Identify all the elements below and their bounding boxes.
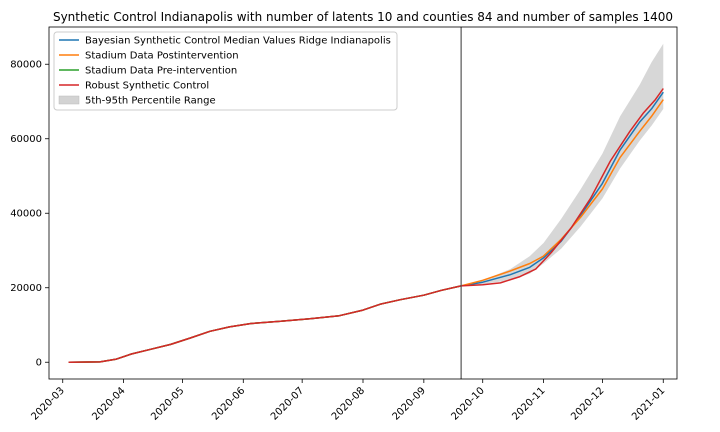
y-tick-label: 60000 [10, 134, 42, 145]
percentile-band [461, 43, 664, 286]
x-tick-label: 2020-07 [269, 385, 306, 422]
x-axis: 2020-03 2020-04 2020-05 2020-06 2020-07 2020-… [30, 379, 667, 423]
legend-label: Bayesian Synthetic Control Median Values… [85, 36, 391, 47]
series-line-stadium-data-pre-intervention [68, 285, 462, 363]
legend-item-stadium-data-postintervention: Stadium Data Postintervention [59, 51, 239, 62]
y-tick-label: 80000 [10, 60, 42, 71]
x-tick-label: 2020-11 [510, 385, 547, 422]
legend-label: Stadium Data Pre-intervention [85, 66, 237, 77]
y-tick-label: 0 [36, 358, 42, 369]
chart-title: Synthetic Control Indianapolis with numb… [53, 10, 673, 24]
legend-label: 5th-95th Percentile Range [85, 96, 216, 107]
legend: Bayesian Synthetic Control Median Values… [53, 31, 398, 111]
x-tick-label: 2020-09 [391, 385, 428, 422]
x-tick-label: 2021-01 [630, 385, 667, 422]
legend-item-robust-synthetic-control: Robust Synthetic Control [59, 81, 209, 92]
x-tick-label: 2020-06 [210, 385, 247, 422]
x-tick-label: 2020-12 [569, 385, 606, 422]
percentile-band-layer [461, 43, 664, 286]
x-tick-label: 2020-04 [90, 385, 127, 422]
x-tick-label: 2020-10 [450, 385, 487, 422]
series-lines-layer [68, 88, 664, 363]
y-tick-label: 20000 [10, 283, 42, 294]
legend-label: Stadium Data Postintervention [85, 51, 239, 62]
x-tick-label: 2020-08 [330, 385, 367, 422]
y-axis: 0 20000 40000 60000 80000 [10, 60, 49, 369]
x-tick-label: 2020-05 [149, 385, 186, 422]
legend-item-stadium-data-pre-intervention: Stadium Data Pre-intervention [59, 66, 237, 77]
series-line-robust-synthetic-control [68, 88, 664, 363]
x-tick-label: 2020-03 [30, 385, 67, 422]
legend-item-bayesian-synthetic-control-median-values-ridge-indianapolis: Bayesian Synthetic Control Median Values… [59, 36, 391, 47]
legend-item-5th-95th-percentile-range: 5th-95th Percentile Range [58, 95, 216, 107]
legend-swatch [58, 95, 80, 105]
legend-label: Robust Synthetic Control [85, 81, 209, 92]
y-tick-label: 40000 [10, 209, 42, 220]
legend-box [53, 31, 398, 111]
